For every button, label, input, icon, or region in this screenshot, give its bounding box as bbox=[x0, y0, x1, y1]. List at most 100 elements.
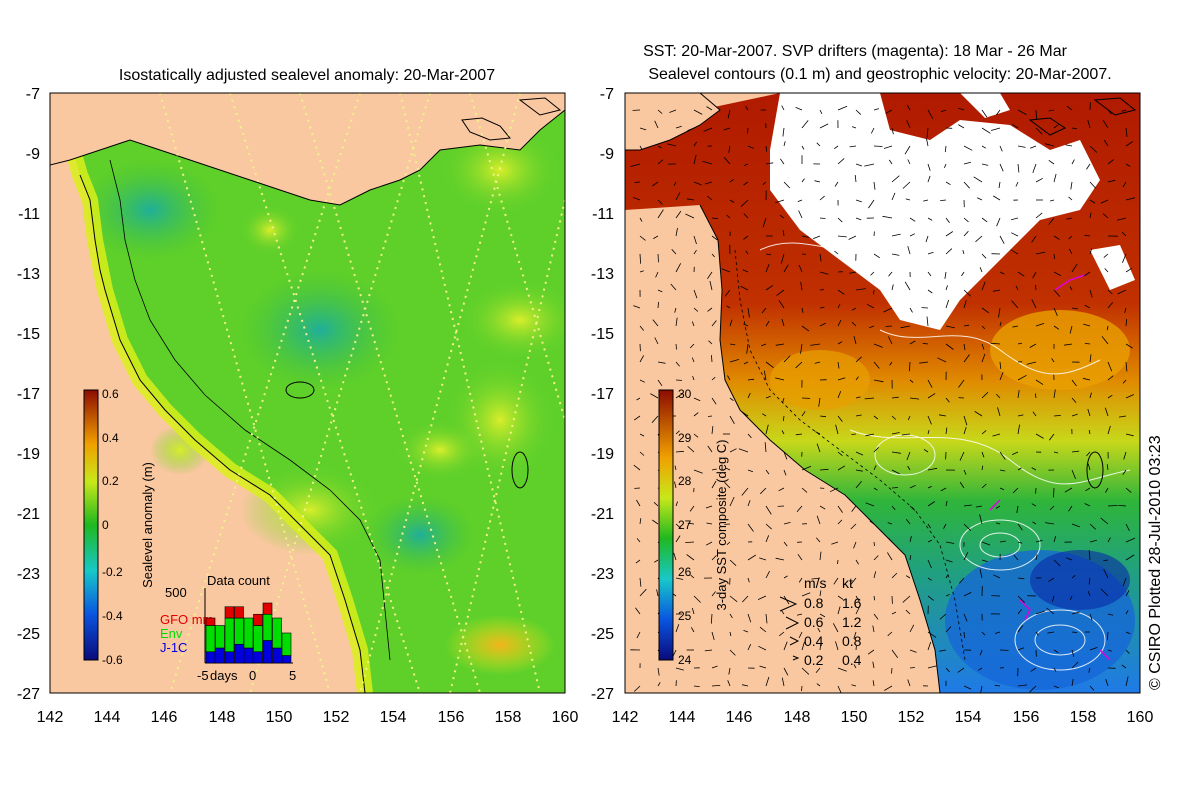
speed-legend-kt: 1.2 bbox=[842, 614, 862, 630]
inset-bar-red bbox=[235, 607, 244, 618]
lon-tick-label: 150 bbox=[841, 709, 868, 726]
lon-tick-label: 156 bbox=[1013, 709, 1040, 726]
lat-tick-label: -9 bbox=[26, 146, 40, 163]
sla-colorbar-tick: 0.2 bbox=[102, 474, 119, 488]
lat-tick-label: -7 bbox=[26, 86, 40, 103]
velocity-arrow bbox=[1054, 488, 1055, 497]
lon-tick-label: 142 bbox=[37, 709, 64, 726]
speed-legend-ms: 0.8 bbox=[804, 595, 824, 611]
velocity-arrow bbox=[838, 560, 839, 564]
velocity-arrow bbox=[820, 218, 826, 219]
lon-tick-label: 154 bbox=[380, 709, 407, 726]
speed-legend-header-ms: m/s bbox=[804, 575, 827, 591]
right-panel-title-line1: SST: 20-Mar-2007. SVP drifters (magenta)… bbox=[643, 43, 1068, 60]
sst-colorbar-tick: 27 bbox=[678, 518, 692, 532]
velocity-arrow bbox=[820, 290, 824, 291]
sla-colorbar-tick: 0.6 bbox=[102, 387, 119, 401]
speed-legend-kt: 1.6 bbox=[842, 595, 862, 611]
lon-tick-label: 158 bbox=[495, 709, 522, 726]
velocity-arrow bbox=[658, 302, 659, 308]
velocity-arrow bbox=[892, 488, 898, 489]
inset-bar-green bbox=[235, 618, 244, 644]
velocity-arrow bbox=[874, 542, 875, 546]
left-latitude-axis: -7 -9 -11 -13 -15 -17 -19 -21 -23 -25 -2… bbox=[17, 86, 40, 703]
lat-tick-label: -23 bbox=[17, 566, 40, 583]
velocity-arrow bbox=[802, 686, 803, 691]
velocity-arrow bbox=[910, 668, 915, 669]
lat-tick-label: -11 bbox=[18, 206, 40, 223]
lat-tick-label: -23 bbox=[591, 566, 614, 583]
inset-bar-red bbox=[254, 614, 263, 625]
lat-tick-label: -9 bbox=[600, 146, 614, 163]
inset-bar-blue bbox=[216, 648, 225, 663]
sst-colorbar-tick: 25 bbox=[678, 609, 692, 623]
lon-tick-label: 154 bbox=[955, 709, 982, 726]
velocity-arrow bbox=[910, 362, 911, 371]
lon-tick-label: 160 bbox=[552, 709, 579, 726]
lon-tick-label: 150 bbox=[266, 709, 293, 726]
inset-xlabel: -5 bbox=[197, 668, 209, 683]
inset-legend-j1c: J-1C bbox=[160, 640, 187, 655]
right-latitude-axis: -7 -9 -11 -13 -15 -17 -19 -21 -23 -25 -2… bbox=[591, 86, 614, 703]
sst-cool-eddy bbox=[1030, 550, 1130, 610]
velocity-arrow bbox=[892, 668, 893, 674]
velocity-arrow bbox=[635, 182, 641, 183]
speed-legend-ms: 0.4 bbox=[804, 633, 824, 649]
inset-bar-red bbox=[206, 618, 215, 626]
speed-legend-ms: 0.6 bbox=[804, 614, 824, 630]
inset-bar-blue bbox=[282, 656, 291, 664]
velocity-arrow bbox=[658, 254, 659, 262]
sst-colorbar-tick: 30 bbox=[678, 387, 692, 401]
lat-tick-label: -27 bbox=[591, 686, 614, 703]
inset-bar-blue bbox=[235, 644, 244, 663]
inset-bar-green bbox=[244, 618, 253, 648]
sst-colorbar-tick: 28 bbox=[678, 474, 692, 488]
inset-bar-red bbox=[225, 607, 234, 618]
inset-legend-env: Env bbox=[160, 626, 183, 641]
speed-legend-kt: 0.8 bbox=[842, 633, 862, 649]
velocity-arrow bbox=[676, 344, 677, 350]
sla-blob bbox=[395, 420, 485, 480]
velocity-arrow bbox=[748, 128, 749, 133]
lat-tick-label: -11 bbox=[592, 206, 614, 223]
lon-tick-label: 148 bbox=[784, 709, 811, 726]
sla-colorbar-tick: -0.2 bbox=[102, 565, 123, 579]
lat-tick-label: -19 bbox=[591, 446, 614, 463]
inset-bar-blue bbox=[263, 641, 272, 664]
lon-tick-label: 146 bbox=[726, 709, 753, 726]
lon-tick-label: 142 bbox=[612, 709, 639, 726]
velocity-arrow bbox=[1108, 506, 1118, 507]
inset-bar-green bbox=[216, 626, 225, 649]
lat-tick-label: -15 bbox=[17, 326, 40, 343]
inset-bar-blue bbox=[225, 652, 234, 663]
inset-legend-gfo: GFO mm bbox=[160, 612, 213, 627]
sst-colorbar-label: 3-day SST composite (deg C) bbox=[714, 440, 729, 611]
inset-bar-green bbox=[206, 626, 215, 652]
sst-colorbar-tick: 29 bbox=[678, 431, 692, 445]
inset-bar-blue bbox=[254, 652, 263, 663]
velocity-arrow bbox=[886, 326, 892, 327]
right-longitude-axis: 142 144 146 148 150 152 154 156 158 160 bbox=[612, 709, 1154, 726]
lat-tick-label: -15 bbox=[591, 326, 614, 343]
velocity-arrow bbox=[851, 434, 856, 435]
speed-legend-ms: 0.2 bbox=[804, 652, 824, 668]
inset-title: Data count bbox=[207, 573, 270, 588]
lat-tick-label: -13 bbox=[17, 266, 40, 283]
lat-tick-label: -17 bbox=[591, 386, 614, 403]
left-longitude-axis: 142 144 146 148 150 152 154 156 158 160 bbox=[37, 709, 579, 726]
lon-tick-label: 152 bbox=[323, 709, 350, 726]
inset-bar-green bbox=[282, 633, 291, 656]
inset-xlabel: 5 bbox=[289, 668, 296, 683]
velocity-arrow bbox=[874, 146, 883, 147]
lon-tick-label: 158 bbox=[1070, 709, 1097, 726]
inset-bar-green bbox=[254, 626, 263, 652]
speed-legend-kt: 0.4 bbox=[842, 652, 862, 668]
sla-colorbar-tick: -0.4 bbox=[102, 609, 123, 623]
lon-tick-label: 146 bbox=[151, 709, 178, 726]
lat-tick-label: -19 bbox=[17, 446, 40, 463]
lon-tick-label: 160 bbox=[1127, 709, 1154, 726]
velocity-arrow bbox=[708, 416, 712, 417]
lon-tick-label: 152 bbox=[898, 709, 925, 726]
inset-bar-green bbox=[273, 618, 282, 648]
